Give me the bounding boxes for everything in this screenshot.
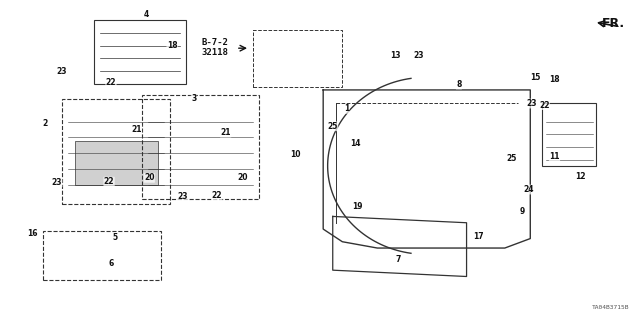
Bar [75,141,157,185]
Text: 16: 16 [27,229,37,238]
Text: 13: 13 [390,51,401,60]
Text: 2: 2 [42,119,47,128]
Text: 7: 7 [395,255,401,263]
Text: 11: 11 [549,152,560,161]
Text: 8: 8 [456,80,461,89]
Text: 12: 12 [575,172,585,182]
Text: 9: 9 [520,207,525,216]
Text: 23: 23 [413,51,424,60]
Text: FR.: FR. [602,17,625,30]
Text: 18: 18 [549,75,560,84]
Text: TA04B3715B: TA04B3715B [591,305,629,310]
Text: 5: 5 [112,234,117,242]
Text: 23: 23 [52,178,62,187]
Bar [141,95,259,199]
Text: 24: 24 [524,185,534,194]
Text: 15: 15 [530,73,541,82]
Text: 17: 17 [473,232,483,241]
Text: 6: 6 [108,259,114,268]
Text: 1: 1 [344,104,349,113]
Text: 21: 21 [220,128,231,137]
Bar [43,231,161,280]
Text: 22: 22 [104,177,115,186]
Text: 23: 23 [526,99,537,108]
Text: 22: 22 [106,78,116,87]
Text: 20: 20 [237,173,248,182]
Text: 20: 20 [144,173,154,182]
Text: 19: 19 [352,202,362,211]
Text: 14: 14 [350,139,360,148]
Text: 25: 25 [328,122,338,131]
Bar [541,103,596,166]
Text: 3: 3 [191,94,196,103]
Text: 25: 25 [506,154,516,163]
Text: 22: 22 [211,191,222,200]
Text: 23: 23 [178,192,188,201]
Text: 23: 23 [57,67,67,76]
Text: 18: 18 [167,41,177,49]
Text: 21: 21 [131,125,141,134]
Bar [253,30,342,87]
Text: 22: 22 [539,100,550,110]
Text: 10: 10 [291,150,301,159]
Text: B-7-2
32118: B-7-2 32118 [202,38,228,57]
Text: 4: 4 [144,10,149,19]
Bar [62,100,170,204]
Bar [94,20,186,84]
